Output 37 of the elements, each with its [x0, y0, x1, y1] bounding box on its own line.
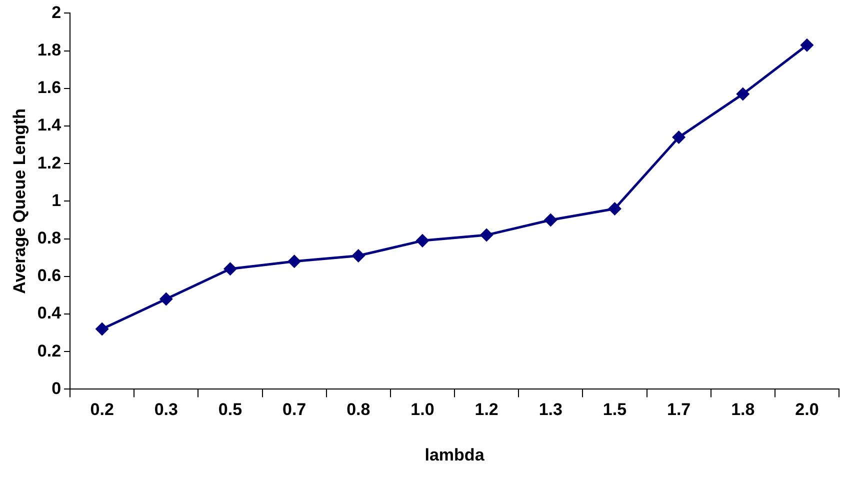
y-tick-label: 1 [52, 190, 62, 210]
y-tick-label: 1.2 [37, 153, 62, 172]
point [800, 38, 814, 52]
x-tick-label: 0.2 [90, 400, 114, 420]
point [544, 214, 557, 226]
point [480, 228, 493, 242]
point [224, 262, 236, 276]
x-tick-label: 1.3 [538, 400, 562, 420]
x-tick-label: 1.0 [410, 400, 434, 420]
point [96, 322, 108, 336]
y-tick-label: 0.6 [37, 266, 62, 286]
point [352, 249, 365, 262]
x-axis-title: lambda [424, 445, 485, 464]
y-tick-label: 2 [52, 2, 62, 22]
point [160, 292, 172, 306]
point [288, 255, 301, 268]
x-tick-label: 1.7 [666, 400, 691, 420]
point [608, 202, 621, 215]
point [736, 88, 750, 100]
x-tick-label: 0.3 [154, 400, 178, 420]
y-tick-label: 1.4 [37, 116, 62, 135]
x-tick-label: 2.0 [795, 400, 819, 420]
point [416, 234, 429, 247]
y-tick-label: 1.6 [37, 78, 62, 98]
x-tick-label: 1.2 [474, 400, 498, 420]
y-tick-label: 0.4 [37, 304, 62, 323]
x-tick-label: 1.8 [731, 400, 755, 420]
x-tick-label: 0.7 [282, 400, 306, 420]
x-tick-label: 0.5 [218, 400, 242, 420]
x-tick-label: 1.5 [602, 400, 627, 420]
y-tick-label: 0.2 [37, 341, 62, 360]
x-tick-label: 0.8 [346, 400, 370, 420]
point [672, 131, 686, 144]
y-tick-label: 1.8 [37, 40, 62, 60]
y-tick-label: 0.8 [37, 228, 62, 248]
y-axis-title: Average Queue Length [10, 108, 29, 294]
y-tick-label: 0 [52, 378, 62, 398]
